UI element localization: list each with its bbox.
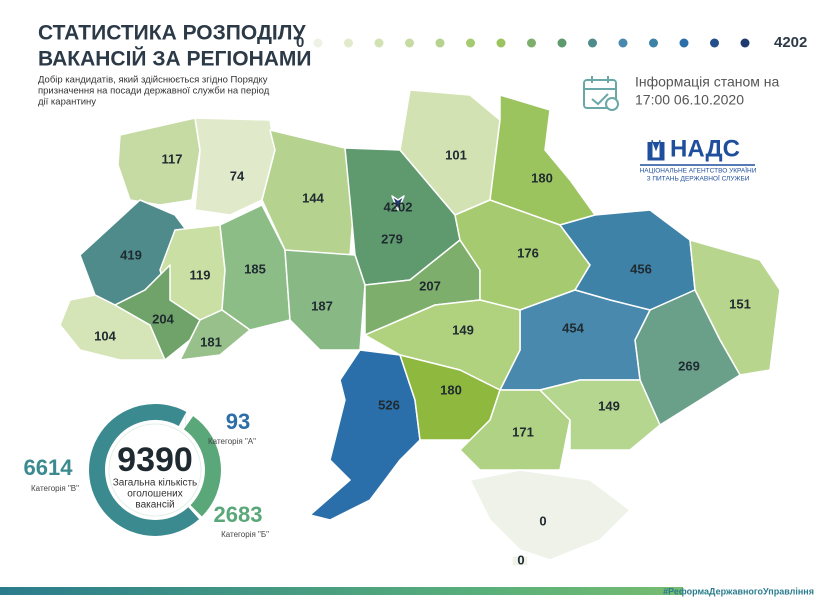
region-value: 119 (190, 267, 211, 282)
total-label: оголошених (127, 489, 183, 500)
region-value: 149 (452, 322, 474, 337)
region-value: 204 (152, 311, 174, 326)
region-value: 0 (517, 552, 524, 567)
category-value: 2683 (214, 502, 263, 527)
region-value: 176 (517, 245, 539, 260)
legend-dot (313, 38, 323, 48)
region (511, 555, 529, 567)
region (194, 117, 276, 216)
region-value: 187 (311, 298, 333, 313)
region (391, 195, 405, 211)
title-line: ВАКАНСІЙ ЗА РЕГІОНАМИ (38, 47, 312, 71)
legend-dot (466, 38, 475, 48)
region-value: 171 (512, 424, 534, 439)
info-line: Інформація станом на (635, 74, 780, 90)
legend-dot (405, 38, 414, 48)
region (117, 117, 201, 206)
region (219, 204, 291, 331)
total-label: вакансій (135, 500, 174, 511)
category-label: Категорія "А" (208, 437, 256, 446)
region (309, 349, 421, 521)
legend-dot (740, 38, 750, 48)
footer-band (0, 587, 820, 595)
logo-line: НАЦІОНАЛЬНЕ АГЕНТСТВО УКРАЇНИ (640, 167, 757, 175)
legend-min: 0 (296, 34, 304, 51)
legend-dot (588, 38, 597, 48)
footer-tag: #РеформаДержавногоУправління (663, 586, 814, 596)
total-label: Загальна кількість (113, 478, 198, 489)
legend-dot (649, 38, 658, 48)
region-value: 151 (729, 296, 751, 311)
logo-line: З ПИТАНЬ ДЕРЖАВНОЇ СЛУЖБИ (647, 175, 750, 183)
region-value: 526 (378, 397, 400, 412)
legend-dot (679, 38, 689, 48)
region (539, 379, 661, 451)
region-value: 185 (244, 261, 266, 276)
region-value: 180 (440, 382, 462, 397)
region (459, 389, 571, 471)
category-label: Категорія "Б" (221, 530, 269, 539)
region-value: 180 (531, 170, 553, 185)
region-value: 454 (562, 320, 584, 335)
footer-tag-bg (683, 583, 820, 599)
donut (89, 404, 221, 536)
region-value: 101 (445, 147, 467, 162)
region (364, 299, 521, 391)
donut-inner (108, 423, 202, 517)
subtitle-line: дії карантину (38, 97, 96, 108)
map: 117 74 144 279 101 180 419 119 185 187 207 176 456 15… (59, 89, 781, 567)
legend-dot (557, 38, 567, 48)
info-line: 17:00 06.10.2020 (635, 92, 744, 108)
region-value: 117 (162, 151, 183, 166)
legend-dot (527, 38, 536, 48)
region-value: 181 (200, 334, 222, 349)
calendar-icon (583, 76, 619, 111)
logo-name: НАДС (670, 135, 740, 162)
title-line: СТАТИСТИКА РОЗПОДІЛУ (38, 22, 306, 45)
legend-scale (313, 38, 750, 48)
total: 9390 (117, 441, 193, 479)
region-value: 74 (230, 168, 245, 183)
legend-dot (496, 38, 506, 48)
category-label: Категорія "В" (31, 484, 79, 493)
legend-dot (344, 38, 353, 48)
region-value: 104 (94, 328, 116, 343)
legend-max: 4202 (774, 34, 807, 51)
category-value: 6614 (24, 455, 74, 480)
region-value: 456 (630, 261, 652, 276)
donut-segment (183, 416, 221, 517)
region-value: 207 (419, 278, 441, 293)
category-value: 93 (226, 409, 250, 434)
legend-dot (374, 38, 384, 48)
legend-dot (435, 38, 445, 48)
legend-dot (710, 38, 719, 48)
region-value: 4202 (384, 199, 413, 214)
subtitle-line: Добір кандидатів, який здійснюється згід… (38, 75, 268, 86)
region-value: 149 (598, 398, 620, 413)
logo: НАДС НАЦІОНАЛЬНЕ АГЕНТСТВО УКРАЇНИ З ПИТ… (640, 135, 757, 182)
region-value: 269 (678, 358, 700, 373)
donut-segment (89, 404, 200, 536)
region (469, 469, 631, 561)
region (179, 309, 251, 361)
subtitle-line: призначення на посади державної служби н… (38, 86, 270, 97)
region-value: 279 (381, 231, 403, 246)
region-value: 0 (539, 513, 546, 528)
region-value: 144 (302, 190, 324, 205)
region-value: 419 (120, 247, 142, 262)
legend-dot (618, 38, 628, 48)
